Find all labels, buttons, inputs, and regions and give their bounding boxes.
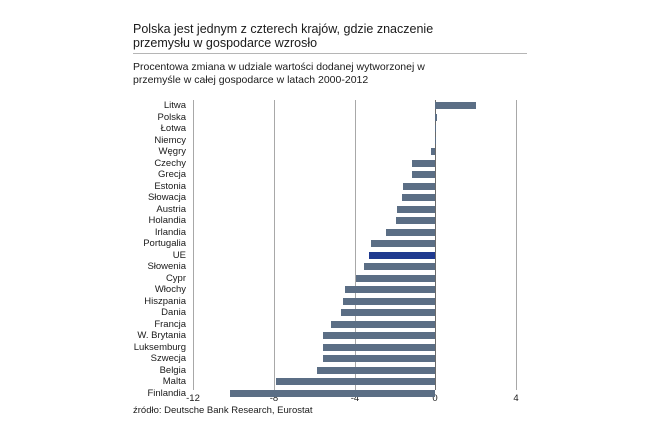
chart-subtitle-line-1: Procentowa zmiana w udziale wartości dod… — [133, 61, 425, 73]
bar — [435, 102, 476, 109]
bar — [412, 171, 436, 178]
bar — [431, 148, 436, 155]
gridline-minus-12 — [193, 100, 194, 390]
bar — [370, 240, 436, 247]
bar — [341, 309, 436, 316]
gridline-0 — [435, 100, 436, 390]
category-label: Litwa — [163, 100, 186, 111]
bar — [395, 217, 436, 224]
bar — [323, 343, 436, 351]
x-tick-label: 0 — [432, 393, 438, 404]
x-tick-label: -8 — [269, 393, 279, 404]
category-label: Holandia — [148, 215, 187, 226]
chart-title: Polska jest jednym z czterech krajów, gd… — [133, 22, 533, 50]
category-label: Irlandia — [154, 226, 186, 238]
category-label: Włochy — [154, 284, 186, 295]
x-tick-label: -4 — [350, 393, 360, 404]
chart-subtitle: Procentowa zmiana w udziale wartości dod… — [133, 61, 533, 86]
category-label: Francja — [154, 318, 186, 330]
bar — [385, 228, 436, 236]
category-label: Szwecja — [150, 353, 186, 364]
bar — [435, 136, 437, 144]
bar-highlight-ue — [368, 251, 436, 259]
category-label: W. Brytania — [137, 330, 186, 341]
category-label: Belgia — [159, 364, 186, 376]
gridline-minus-8 — [274, 100, 275, 390]
x-tick-label: 4 — [513, 393, 519, 404]
category-label: Węgry — [158, 146, 186, 157]
category-label: Finlandia — [147, 387, 186, 399]
category-label: Cypr — [165, 272, 186, 284]
gridline-minus-4 — [355, 100, 356, 390]
category-label: Słowenia — [147, 261, 186, 272]
x-tick-label: -12 — [186, 393, 200, 404]
category-label: Luksemburg — [133, 341, 186, 353]
title-separator — [133, 53, 527, 54]
bar — [435, 125, 437, 132]
category-label: Słowacja — [147, 192, 186, 203]
category-label: Grecja — [158, 169, 186, 180]
category-label: Niemcy — [154, 134, 186, 146]
chart-title-line-2: przemysłu w gospodarce wzrosło — [133, 36, 318, 50]
category-label: Estonia — [154, 180, 186, 192]
gridline-4 — [516, 100, 517, 390]
category-label: Hiszpania — [144, 295, 186, 307]
category-label: UE — [172, 249, 186, 261]
category-label: Czechy — [154, 157, 186, 169]
bar — [345, 286, 436, 293]
category-label: Austria — [156, 203, 186, 215]
chart-title-line-1: Polska jest jednym z czterech krajów, gd… — [133, 22, 434, 36]
bar — [412, 159, 436, 167]
bar — [402, 182, 436, 190]
category-label: Portugalia — [143, 238, 186, 249]
bar — [323, 355, 436, 362]
category-label: Malta — [162, 376, 186, 387]
bar — [317, 366, 436, 374]
bar — [355, 274, 436, 282]
bar — [331, 320, 436, 328]
bar — [435, 113, 438, 121]
category-label: Łotwa — [160, 123, 186, 134]
bar — [275, 378, 436, 385]
chart-subtitle-line-2: przemyśle w całej gospodarce w latach 20… — [133, 73, 369, 86]
bar — [343, 297, 436, 305]
bar — [363, 263, 436, 270]
category-label: Dania — [161, 307, 186, 318]
category-label: Polska — [157, 111, 186, 123]
bar — [323, 332, 436, 339]
bar — [401, 194, 436, 201]
bar — [396, 205, 436, 213]
bar — [230, 389, 436, 397]
source-note: źródło: Deutsche Bank Research, Eurostat — [133, 405, 313, 416]
